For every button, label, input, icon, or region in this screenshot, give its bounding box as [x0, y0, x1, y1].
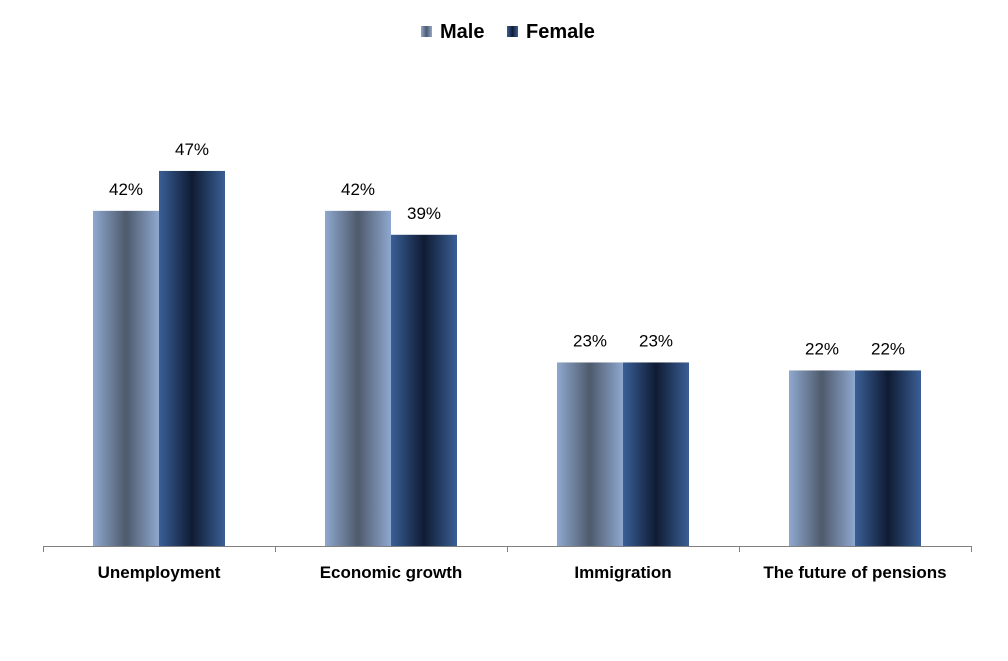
legend-swatch-female: [507, 26, 518, 37]
data-label-male-immigration: 23%: [573, 331, 607, 350]
bar-male-the-future-of-pensions: [789, 370, 855, 546]
legend-label-male: Male: [440, 21, 484, 43]
bar-female-the-future-of-pensions: [855, 370, 921, 546]
bar-male-immigration: [557, 362, 623, 546]
data-label-male-unemployment: 42%: [109, 180, 143, 199]
data-label-female-the-future-of-pensions: 22%: [871, 339, 905, 358]
bar-male-unemployment: [93, 210, 159, 546]
x-axis: Unemployment Economic growth Immigration Th…: [43, 546, 972, 582]
category-label-the-future-of-pensions: The future of pensions: [763, 563, 946, 582]
legend: Male Female: [421, 21, 595, 43]
data-label-male-economic-growth: 42%: [341, 180, 375, 199]
bar-female-immigration: [623, 362, 689, 546]
bar-male-economic-growth: [325, 210, 391, 546]
category-label-immigration: Immigration: [574, 563, 671, 582]
category-label-economic-growth: Economic growth: [320, 563, 463, 582]
legend-swatch-male: [421, 26, 432, 37]
bar-female-economic-growth: [391, 234, 457, 546]
category-label-unemployment: Unemployment: [98, 563, 221, 582]
data-label-female-economic-growth: 39%: [407, 204, 441, 223]
data-label-female-immigration: 23%: [639, 331, 673, 350]
legend-label-female: Female: [526, 21, 595, 43]
bar-female-unemployment: [159, 170, 225, 546]
plot-area: 42% 47% 42% 39% 23% 23% 22% 22%: [93, 140, 921, 546]
data-label-female-unemployment: 47%: [175, 140, 209, 159]
data-label-male-the-future-of-pensions: 22%: [805, 339, 839, 358]
